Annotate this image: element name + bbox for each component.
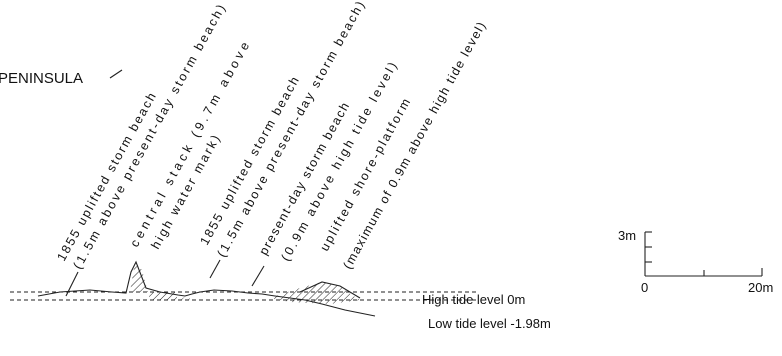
scale-vertical: 3m (618, 228, 636, 243)
scale-origin: 0 (641, 280, 648, 295)
low-tide-label: Low tide level -1.98m (428, 316, 551, 331)
title: PENINSULA (0, 70, 83, 87)
profile (38, 262, 375, 316)
page: {"title": "PENINSULA", "annotations": [ … (0, 0, 782, 356)
high-tide-label: High tide level 0m (422, 292, 525, 307)
cross-section-diagram: PENINSULA 1855 uplifted storm beach (1.5… (0, 0, 782, 356)
label: (maximum of 0.9m above high tide level) (340, 20, 488, 272)
annotations: 1855 uplifted storm beach (1.5m above pr… (54, 0, 488, 271)
scale-horizontal: 20m (748, 280, 773, 295)
scale-bar: 3m 0 20m (618, 228, 773, 295)
decor (110, 70, 122, 78)
